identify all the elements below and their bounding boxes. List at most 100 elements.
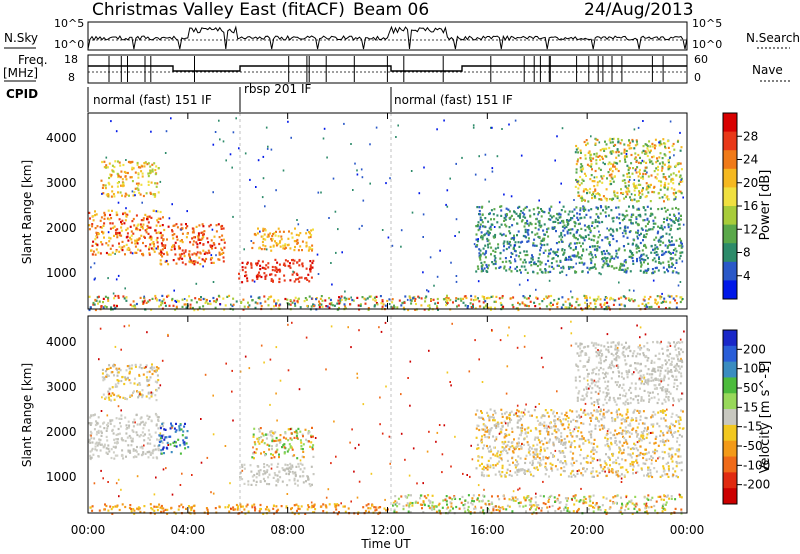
power-echo [645,305,647,308]
velocity-echo [509,445,512,449]
power-echo [569,247,572,250]
power-echo [577,256,580,259]
power-echo [677,284,680,287]
power-echo [640,232,642,235]
power-echo [505,247,508,251]
power-echo [246,261,249,264]
power-echo [292,262,295,265]
power-echo [608,139,611,142]
power-echo [179,256,182,259]
power-echo [361,224,363,227]
velocity-echo [175,429,178,432]
power-echo [596,249,599,252]
velocity-echo [667,429,670,432]
velocity-echo [582,442,585,445]
power-echo [275,189,277,192]
power-echo [624,259,627,262]
velocity-echo [575,410,578,413]
velocity-echo [107,390,110,393]
velocity-echo [263,470,266,473]
power-echo [273,305,275,308]
velocity-echo [578,438,581,441]
power-colorbar-tick-label: 4 [743,269,751,283]
velocity-echo [308,483,311,486]
power-echo [665,196,668,199]
power-echo [603,262,606,265]
velocity-echo [537,438,540,442]
power-echo [212,296,215,300]
power-echo [526,229,529,232]
power-echo [538,219,541,223]
power-echo [201,237,204,240]
power-echo [185,227,188,230]
power-echo [650,305,653,308]
power-echo [152,241,155,244]
power-echo [680,244,683,247]
velocity-echo [116,454,119,457]
power-echo [94,238,97,241]
power-echo [583,224,586,227]
power-echo [179,247,181,250]
power-echo [627,184,630,187]
power-echo [91,244,94,247]
power-echo [606,264,609,268]
power-echo [648,151,651,154]
power-echo [548,209,551,212]
power-echo [654,301,657,304]
velocity-echo [273,439,276,443]
velocity-echo [631,463,634,466]
power-echo [458,231,460,234]
velocity-echo [637,464,640,467]
power-echo [278,277,281,280]
power-echo [135,302,138,306]
velocity-echo [309,484,312,488]
velocity-echo [539,464,542,467]
velocity-echo [628,435,631,438]
velocity-echo [97,416,100,419]
power-echo [298,276,301,279]
power-echo [605,188,608,191]
velocity-echo [603,460,606,463]
velocity-echo [501,471,504,474]
power-echo [615,206,618,209]
power-echo [607,214,610,217]
power-echo [196,235,199,238]
velocity-echo [286,450,289,453]
power-echo [654,176,657,179]
power-echo [669,257,672,260]
power-echo [488,242,491,245]
power-echo [511,224,514,227]
power-echo [664,184,667,187]
velocity-echo [677,421,680,424]
power-echo [483,261,486,264]
power-echo [175,235,178,238]
power-echo [630,147,633,150]
power-echo [560,234,563,237]
velocity-echo [492,464,495,467]
power-echo [577,191,580,194]
power-echo [90,266,92,269]
power-echo [301,249,303,252]
power-echo [524,254,527,257]
power-echo [650,160,653,163]
power-echo [667,294,670,297]
power-echo [499,252,502,255]
power-echo [644,169,647,172]
power-echo [632,242,634,245]
velocity-echo [519,417,522,421]
power-echo [211,228,214,231]
velocity-echo [523,428,526,431]
power-echo [494,257,497,260]
power-echo [488,232,491,235]
power-echo [131,180,134,183]
power-echo [495,300,497,303]
power-echo [623,197,626,200]
power-echo [651,268,654,271]
power-echo [503,245,505,248]
power-echo [633,198,636,201]
velocity-echo [97,429,100,432]
power-echo [561,127,564,130]
velocity-echo [241,478,244,481]
power-echo [570,217,572,220]
